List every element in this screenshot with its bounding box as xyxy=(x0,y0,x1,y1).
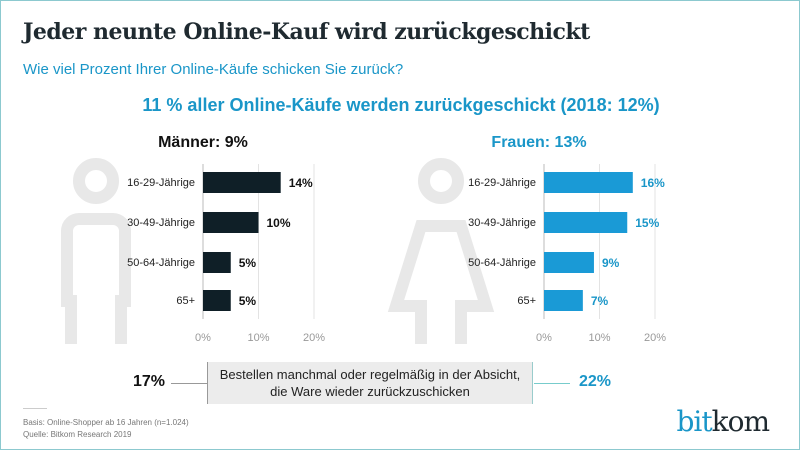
x-tick-label: 20% xyxy=(644,332,666,344)
category-label: 16-29-Jährige xyxy=(127,177,195,189)
page-title: Jeder neunte Online-Kauf wird zurückgesc… xyxy=(23,19,590,45)
x-tick-label: 10% xyxy=(247,332,269,344)
men-panel-title: Männer: 9% xyxy=(158,134,248,151)
x-tick-label: 0% xyxy=(536,332,552,344)
bar xyxy=(203,172,281,193)
women-intent-value: 22% xyxy=(579,373,612,390)
men-connector xyxy=(171,383,207,384)
value-label: 14% xyxy=(289,176,313,190)
logo-part2: kom xyxy=(711,405,770,438)
value-label: 16% xyxy=(641,176,665,190)
women-panel-title: Frauen: 13% xyxy=(491,134,587,151)
headline: 11 % aller Online-Käufe werden zurückges… xyxy=(142,95,660,115)
category-label: 65+ xyxy=(517,295,536,307)
female-person-icon xyxy=(387,158,495,344)
footer-divider xyxy=(23,408,47,409)
bar xyxy=(544,172,633,193)
value-label: 9% xyxy=(602,256,620,270)
footer-basis: Basis: Online-Shopper ab 16 Jahren (n=1.… xyxy=(23,418,189,427)
male-person-icon xyxy=(61,158,131,344)
bar xyxy=(203,290,231,311)
women-connector xyxy=(534,383,570,384)
value-label: 5% xyxy=(239,256,257,270)
x-tick-label: 10% xyxy=(588,332,610,344)
category-label: 30-49-Jährige xyxy=(468,217,536,229)
footer-source: Quelle: Bitkom Research 2019 xyxy=(23,430,132,439)
category-label: 16-29-Jährige xyxy=(468,177,536,189)
category-label: 50-64-Jährige xyxy=(468,257,536,269)
bitkom-logo: bitkom xyxy=(676,405,770,438)
intent-box: Bestellen manchmal oder regelmäßig in de… xyxy=(207,362,533,404)
intent-text-line1: Bestellen manchmal oder regelmäßig in de… xyxy=(219,367,521,382)
value-label: 7% xyxy=(591,294,609,308)
value-label: 10% xyxy=(267,216,291,230)
bar xyxy=(203,252,231,273)
subtitle: Wie viel Prozent Ihrer Online-Käufe schi… xyxy=(23,61,404,78)
category-label: 50-64-Jährige xyxy=(127,257,195,269)
logo-part1: bit xyxy=(676,405,712,438)
bar xyxy=(203,212,259,233)
value-label: 15% xyxy=(635,216,659,230)
category-label: 30-49-Jährige xyxy=(127,217,195,229)
men-intent-value: 17% xyxy=(133,373,166,390)
category-label: 65+ xyxy=(176,295,195,307)
bar xyxy=(544,212,628,233)
x-tick-label: 0% xyxy=(195,332,211,344)
bar xyxy=(544,290,583,311)
intent-text-line2: die Ware wieder zurückzuschicken xyxy=(270,384,470,399)
x-tick-label: 20% xyxy=(303,332,325,344)
bar xyxy=(544,252,594,273)
value-label: 5% xyxy=(239,294,257,308)
